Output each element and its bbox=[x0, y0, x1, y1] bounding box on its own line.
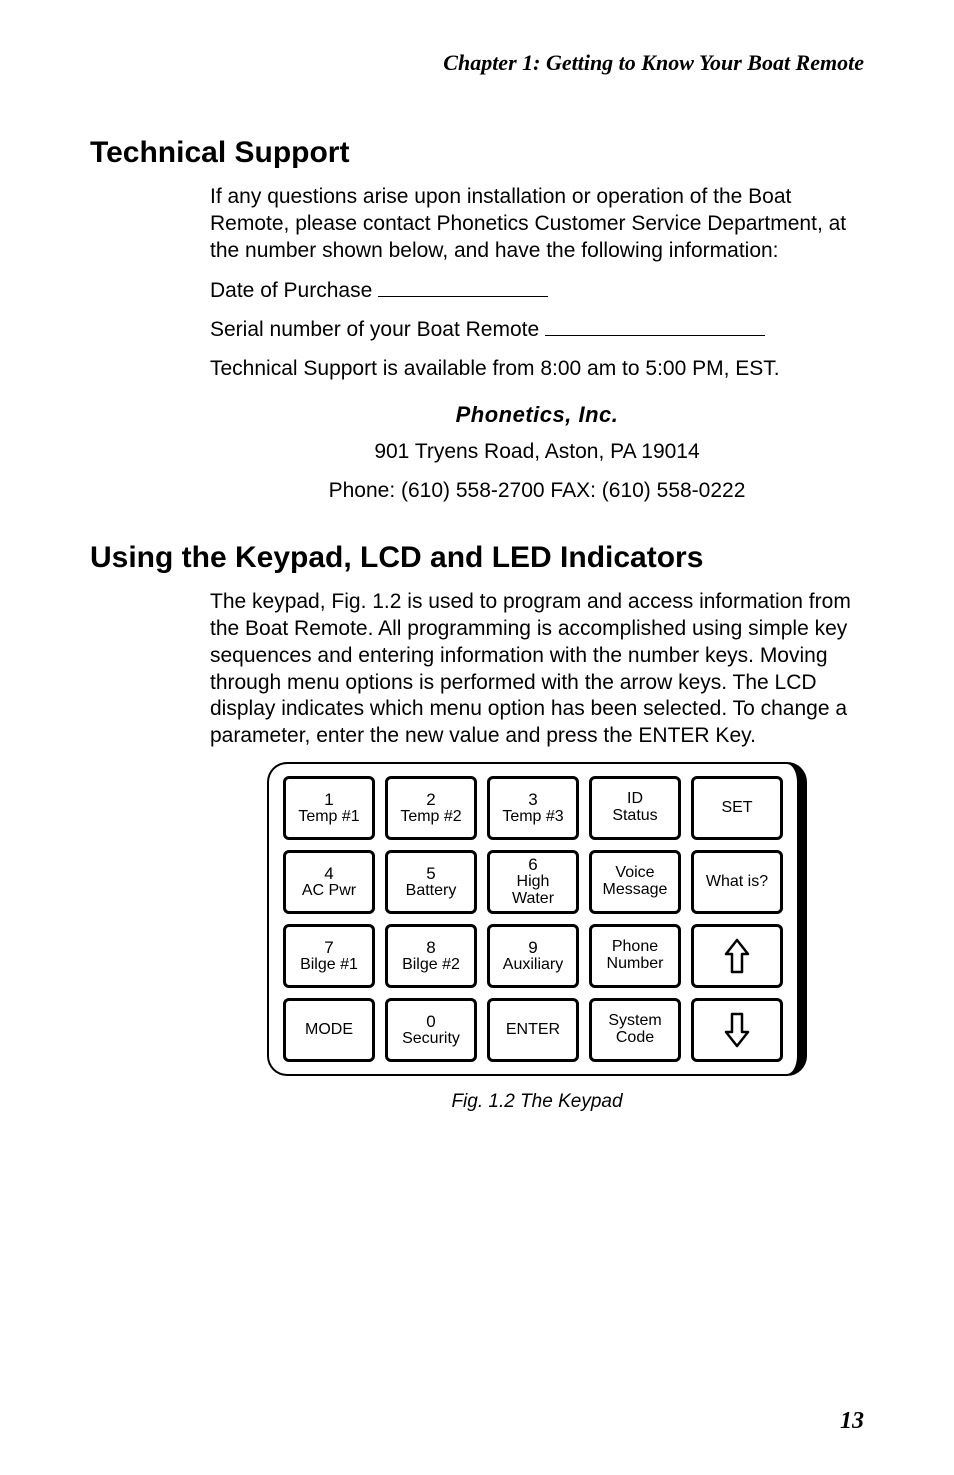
company-name: Phonetics, Inc. bbox=[210, 401, 864, 429]
keypad-heading: Using the Keypad, LCD and LED Indicators bbox=[90, 541, 864, 575]
date-label: Date of Purchase bbox=[210, 279, 378, 302]
arrow-up-icon bbox=[722, 938, 752, 974]
arrow-down-icon bbox=[722, 1012, 752, 1048]
keypad-key[interactable]: What is? bbox=[691, 850, 783, 914]
keypad-key[interactable] bbox=[691, 924, 783, 988]
tech-support-heading: Technical Support bbox=[90, 136, 864, 170]
keypad-key[interactable]: 4AC Pwr bbox=[283, 850, 375, 914]
keypad-key[interactable]: ENTER bbox=[487, 998, 579, 1062]
page: Chapter 1: Getting to Know Your Boat Rem… bbox=[0, 0, 954, 1475]
running-head: Chapter 1: Getting to Know Your Boat Rem… bbox=[90, 50, 864, 76]
keypad-key[interactable]: 0Security bbox=[385, 998, 477, 1062]
keypad-paragraph: The keypad, Fig. 1.2 is used to program … bbox=[210, 589, 864, 750]
keypad-key[interactable]: PhoneNumber bbox=[589, 924, 681, 988]
keypad-row: MODE0SecurityENTERSystemCode bbox=[283, 998, 783, 1062]
keypad-key[interactable] bbox=[691, 998, 783, 1062]
tech-support-intro: If any questions arise upon installation… bbox=[210, 184, 864, 265]
serial-line: Serial number of your Boat Remote bbox=[210, 316, 864, 344]
keypad-key[interactable]: IDStatus bbox=[589, 776, 681, 840]
keypad-caption: Fig. 1.2 The Keypad bbox=[210, 1090, 864, 1114]
availability-line: Technical Support is available from 8:00… bbox=[210, 356, 864, 383]
keypad-key[interactable]: 8Bilge #2 bbox=[385, 924, 477, 988]
tech-support-body: If any questions arise upon installation… bbox=[210, 184, 864, 505]
keypad-key[interactable]: 2Temp #2 bbox=[385, 776, 477, 840]
keypad-key[interactable]: MODE bbox=[283, 998, 375, 1062]
keypad-key[interactable]: 6HighWater bbox=[487, 850, 579, 914]
serial-blank bbox=[545, 316, 765, 336]
keypad-body: The keypad, Fig. 1.2 is used to program … bbox=[210, 589, 864, 1115]
keypad-key[interactable]: 1Temp #1 bbox=[283, 776, 375, 840]
company-phone-fax: Phone: (610) 558-2700 FAX: (610) 558-022… bbox=[210, 478, 864, 505]
page-number: 13 bbox=[840, 1408, 864, 1435]
company-address: 901 Tryens Road, Aston, PA 19014 bbox=[210, 439, 864, 466]
date-blank bbox=[378, 277, 548, 297]
keypad-key[interactable]: 9Auxiliary bbox=[487, 924, 579, 988]
keypad-key[interactable]: 3Temp #3 bbox=[487, 776, 579, 840]
keypad-key[interactable]: SET bbox=[691, 776, 783, 840]
serial-label: Serial number of your Boat Remote bbox=[210, 318, 545, 341]
keypad-row: 7Bilge #18Bilge #29AuxiliaryPhoneNumber bbox=[283, 924, 783, 988]
keypad-row: 1Temp #12Temp #23Temp #3IDStatusSET bbox=[283, 776, 783, 840]
keypad-figure: 1Temp #12Temp #23Temp #3IDStatusSET 4AC P… bbox=[210, 762, 864, 1076]
keypad-key[interactable]: 5Battery bbox=[385, 850, 477, 914]
date-of-purchase-line: Date of Purchase bbox=[210, 277, 864, 305]
keypad-key[interactable]: 7Bilge #1 bbox=[283, 924, 375, 988]
keypad-key[interactable]: SystemCode bbox=[589, 998, 681, 1062]
keypad-panel: 1Temp #12Temp #23Temp #3IDStatusSET 4AC P… bbox=[267, 762, 807, 1076]
keypad-row: 4AC Pwr5Battery6HighWaterVoiceMessageWha… bbox=[283, 850, 783, 914]
keypad-key[interactable]: VoiceMessage bbox=[589, 850, 681, 914]
